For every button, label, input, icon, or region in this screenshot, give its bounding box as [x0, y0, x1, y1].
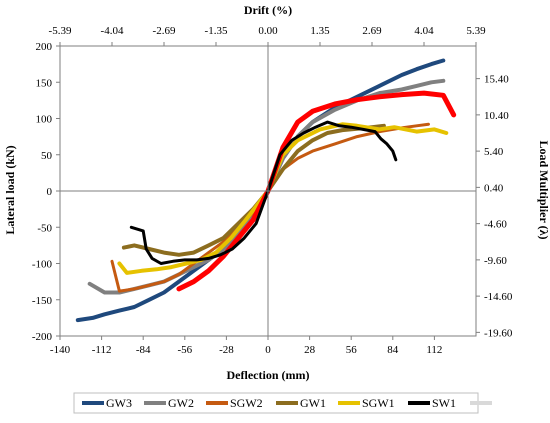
x-tick-label: -112	[92, 344, 112, 356]
x2-tick-label: -4.04	[101, 25, 124, 37]
y2-tick-label: 10.40	[484, 110, 509, 122]
y-tick-label: 100	[36, 114, 53, 126]
x2-tick-label: 0.00	[258, 25, 278, 37]
y-tick-label: 50	[41, 150, 53, 162]
x2-tick-label: 5.39	[466, 25, 486, 37]
y-axis-title: Lateral load (kN)	[3, 145, 17, 234]
y2-tick-label: 15.40	[484, 74, 509, 86]
y-tick-label: -100	[32, 259, 53, 271]
y2-tick-label: -9.60	[484, 255, 507, 267]
x2-tick-label: -1.35	[205, 25, 228, 37]
legend-label: GW1	[300, 396, 326, 410]
y-tick-label: -50	[37, 222, 52, 234]
legend-label: SW1	[432, 396, 456, 410]
x-axis-title: Deflection (mm)	[227, 368, 310, 382]
x-tick-label: 84	[387, 344, 399, 356]
x2-tick-label: 4.04	[414, 25, 434, 37]
y-tick-label: 200	[36, 41, 53, 53]
y-tick-label: -200	[32, 331, 53, 343]
legend-label: GW3	[106, 396, 132, 410]
ticks-layer: -140 -112 -84 -56 -28 0 28 56 84 112 -5.39 -4.04 -2.…	[32, 25, 513, 356]
x-tick-label: 0	[265, 344, 271, 356]
y2-tick-label: -19.60	[484, 327, 513, 339]
legend-label: SGW1	[362, 396, 395, 410]
y-tick-label: 0	[47, 186, 53, 198]
y-tick-label: -150	[32, 295, 53, 307]
legend: GW3 GW2 SGW2 GW1 SGW1 SW1	[73, 392, 492, 414]
y2-tick-label: -14.60	[484, 291, 513, 303]
x-tick-label: 56	[346, 344, 358, 356]
x2-tick-label: -2.69	[153, 25, 176, 37]
x-tick-label: -28	[219, 344, 234, 356]
x-tick-label: 28	[304, 344, 316, 356]
series-line-sw1-5	[176, 90, 457, 292]
y-tick-label: 150	[36, 77, 53, 89]
y2-axis-title: Load Multiplier (λ)	[537, 140, 550, 239]
x2-tick-label: -5.39	[49, 25, 72, 37]
x2-axis-title: Drift (%)	[244, 3, 292, 17]
x-tick-label: 112	[426, 344, 442, 356]
x2-tick-label: 1.35	[310, 25, 330, 37]
x-tick-label: -84	[136, 344, 151, 356]
legend-label: SGW2	[230, 396, 263, 410]
x-tick-label: -56	[177, 344, 192, 356]
y2-tick-label: 0.40	[484, 182, 504, 194]
x-tick-label: -140	[50, 344, 71, 356]
y2-tick-label: 5.40	[484, 146, 504, 158]
legend-label: GW2	[168, 396, 194, 410]
y2-tick-label: -4.60	[484, 219, 507, 231]
series-layer	[75, 58, 457, 323]
x2-tick-label: 2.69	[362, 25, 382, 37]
